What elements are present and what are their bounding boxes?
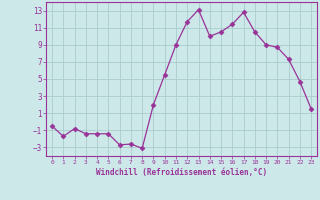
X-axis label: Windchill (Refroidissement éolien,°C): Windchill (Refroidissement éolien,°C) — [96, 168, 267, 177]
